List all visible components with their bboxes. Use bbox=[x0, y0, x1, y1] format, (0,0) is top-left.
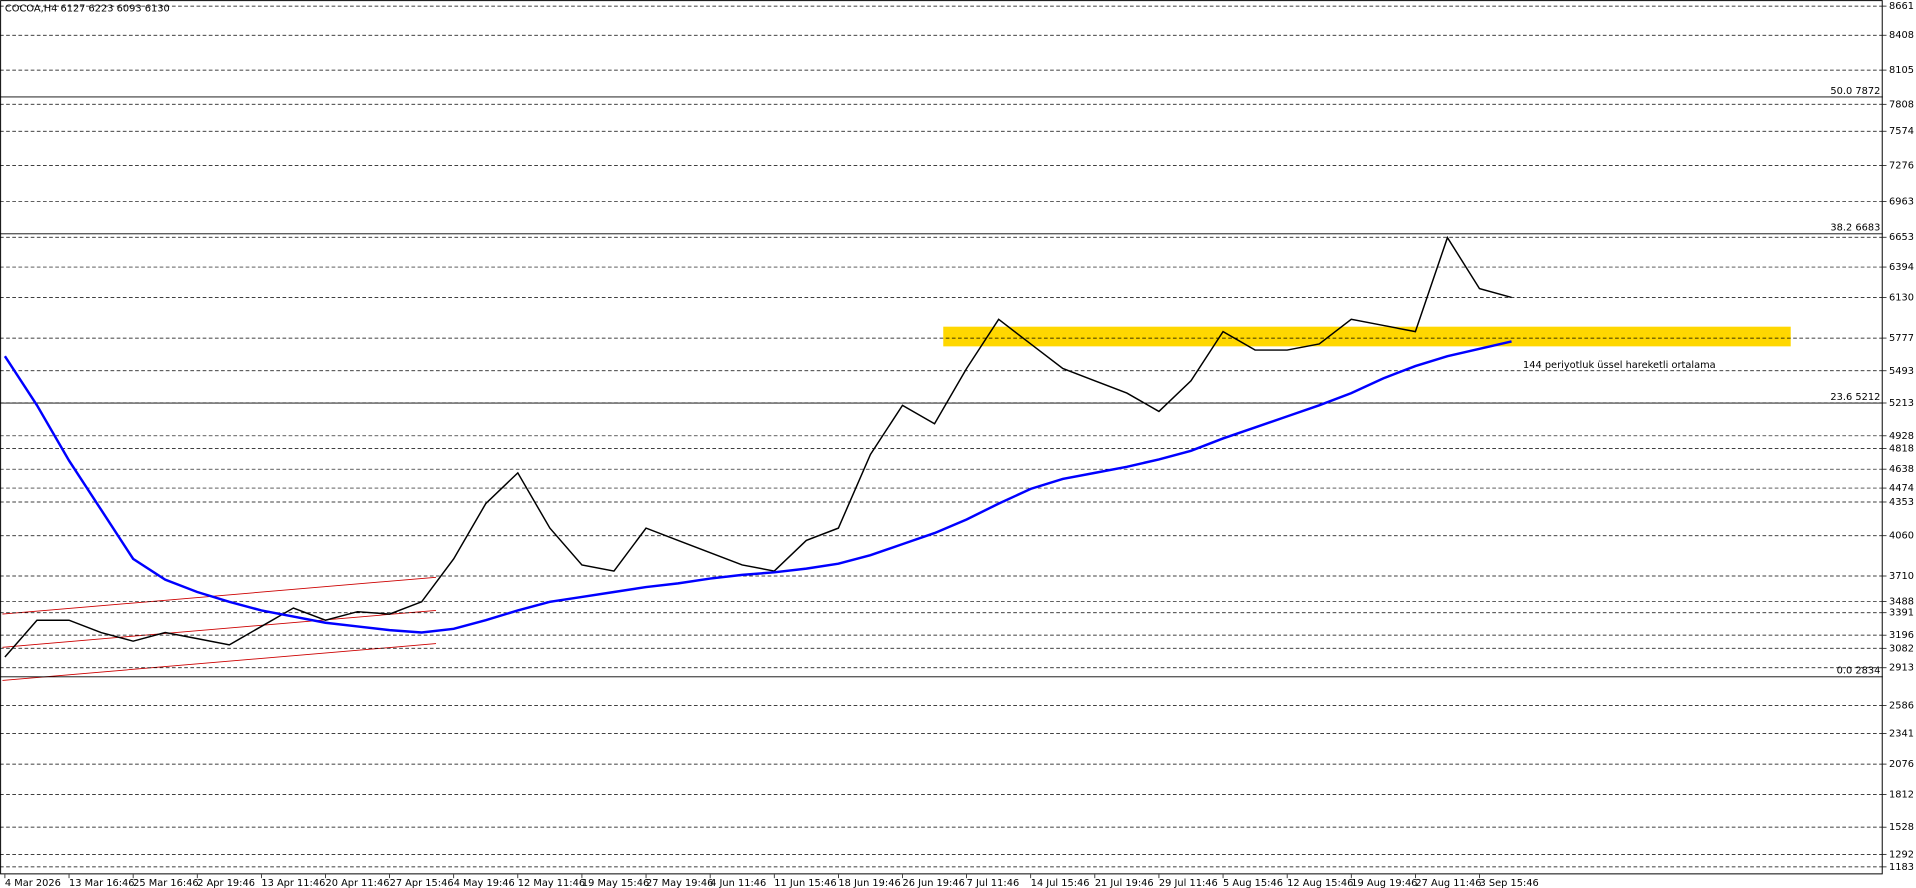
x-tick-label: 20 Apr 11:46 bbox=[325, 878, 389, 888]
x-tick-label: 5 Aug 15:46 bbox=[1223, 878, 1283, 888]
annotation: 144 periyotluk üssel hareketli ortalama bbox=[1523, 360, 1716, 371]
y-tick-label: 7808 bbox=[1889, 99, 1914, 110]
y-tick-label: 6653 bbox=[1889, 232, 1914, 243]
x-tick-label: 21 Jul 19:46 bbox=[1095, 878, 1154, 888]
y-tick-label: 5213 bbox=[1889, 398, 1914, 409]
x-tick-label: 26 Jun 19:46 bbox=[902, 878, 964, 888]
support-zone bbox=[943, 326, 1791, 347]
series-line bbox=[3, 340, 1512, 634]
y-tick-label: 4638 bbox=[1889, 464, 1914, 475]
x-tick-label: 18 Jun 19:46 bbox=[838, 878, 900, 888]
y-tick-label: 7276 bbox=[1889, 161, 1914, 172]
fib-label: 0.0 2834 bbox=[1837, 666, 1881, 677]
x-tick-label: 13 Apr 11:46 bbox=[261, 878, 325, 888]
y-tick-label: 8408 bbox=[1889, 30, 1914, 41]
y-tick-label: 3710 bbox=[1889, 571, 1914, 582]
x-tick-label: 4 May 19:46 bbox=[454, 878, 515, 888]
y-tick-label: 3082 bbox=[1889, 643, 1914, 654]
fib-label: 50.0 7872 bbox=[1830, 86, 1880, 97]
y-tick-label: 4474 bbox=[1889, 483, 1914, 494]
y-tick-label: 2586 bbox=[1889, 700, 1914, 711]
y-tick-label: 6963 bbox=[1889, 197, 1914, 208]
y-tick-label: 4353 bbox=[1889, 497, 1914, 508]
y-tick-label: 1528 bbox=[1889, 822, 1914, 833]
y-tick-label: 5777 bbox=[1889, 333, 1914, 344]
x-tick-label: 13 Mar 16:46 bbox=[69, 878, 135, 888]
series-line bbox=[4, 235, 1512, 658]
fib-label: 23.6 5212 bbox=[1830, 392, 1880, 403]
x-tick-label: 7 Jul 11:46 bbox=[967, 878, 1020, 888]
y-tick-label: 3196 bbox=[1889, 630, 1914, 641]
channel bbox=[2, 576, 437, 681]
y-tick-label: 2913 bbox=[1889, 663, 1914, 674]
x-tick-label: 12 Aug 15:46 bbox=[1287, 878, 1353, 888]
x-tick-label: 3 Sep 15:46 bbox=[1479, 878, 1538, 888]
y-tick-label: 4928 bbox=[1889, 431, 1914, 442]
y-tick-label: 4060 bbox=[1889, 531, 1914, 542]
y-tick-label: 6394 bbox=[1889, 262, 1914, 273]
fib-label: 38.2 6683 bbox=[1830, 223, 1880, 234]
x-tick-label: 4 Jun 11:46 bbox=[710, 878, 766, 888]
channel-line bbox=[2, 576, 437, 615]
x-tick-label: 27 Aug 11:46 bbox=[1415, 878, 1481, 888]
channel-line bbox=[2, 609, 437, 648]
x-tick-label: 12 May 11:46 bbox=[518, 878, 585, 888]
channel-line bbox=[2, 643, 437, 681]
x-tick-label: 4 Mar 2026 bbox=[5, 878, 61, 888]
x-tick-label: 27 May 19:46 bbox=[646, 878, 713, 888]
y-tick-label: 7574 bbox=[1889, 126, 1914, 137]
x-tick-label: 14 Jul 15:46 bbox=[1031, 878, 1090, 888]
x-tick-label: 29 Jul 11:46 bbox=[1159, 878, 1218, 888]
x-tick-label: 11 Jun 15:46 bbox=[774, 878, 836, 888]
plot-frame bbox=[0, 0, 1883, 875]
y-tick-label: 3391 bbox=[1889, 608, 1914, 619]
x-tick-label: 2 Apr 19:46 bbox=[197, 878, 255, 888]
y-tick-label: 1812 bbox=[1889, 789, 1914, 800]
y-tick-label: 3488 bbox=[1889, 597, 1914, 608]
y-tick-label: 2076 bbox=[1889, 759, 1914, 770]
y-tick-label: 2341 bbox=[1889, 729, 1914, 740]
x-tick-label: 25 Mar 16:46 bbox=[133, 878, 199, 888]
chart-title: COCOA,H4 6127 6223 6093 6130 bbox=[5, 4, 170, 15]
y-tick-label: 4818 bbox=[1889, 443, 1914, 454]
y-tick-label: 1183 bbox=[1889, 862, 1914, 873]
y-tick-label: 1292 bbox=[1889, 849, 1914, 860]
y-tick-label: 5493 bbox=[1889, 366, 1914, 377]
y-tick-label: 8105 bbox=[1889, 65, 1914, 76]
x-tick-label: 19 May 15:46 bbox=[582, 878, 649, 888]
x-tick-label: 27 Apr 15:46 bbox=[390, 878, 454, 888]
y-tick-label: 6130 bbox=[1889, 292, 1914, 303]
y-tick-label: 8661 bbox=[1889, 1, 1914, 12]
x-tick-label: 19 Aug 19:46 bbox=[1351, 878, 1417, 888]
